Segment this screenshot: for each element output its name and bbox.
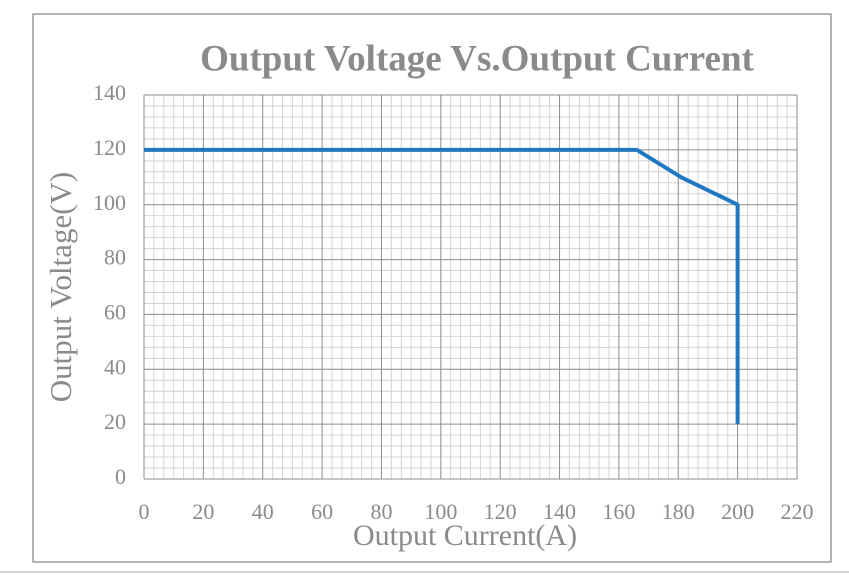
y-tick-label: 0 [115,464,126,489]
x-tick-label: 200 [721,499,754,524]
x-tick-label: 180 [662,499,695,524]
y-tick-label: 80 [104,245,126,270]
x-tick-label: 140 [543,499,576,524]
x-tick-label: 60 [311,499,333,524]
y-tick-label: 60 [104,299,126,324]
x-tick-label: 0 [139,499,150,524]
x-tick-label: 20 [192,499,214,524]
chart-title: Output Voltage Vs.Output Current [200,38,754,79]
x-axis-label: Output Current(A) [353,519,577,552]
y-tick-label: 120 [93,135,126,160]
y-tick-label: 140 [93,80,126,105]
y-tick-label: 20 [104,409,126,434]
x-tick-label: 160 [602,499,635,524]
x-tick-label: 40 [252,499,274,524]
chart-frame [32,13,832,563]
y-axis-label: Output Voltage(V) [43,172,78,402]
data-line [144,147,740,425]
x-tick-label: 220 [781,499,814,524]
x-tick-label: 80 [370,499,392,524]
x-tick-label: 120 [484,499,517,524]
x-tick-label: 100 [424,499,457,524]
y-tick-label: 100 [93,190,126,215]
y-tick-label: 40 [104,354,126,379]
